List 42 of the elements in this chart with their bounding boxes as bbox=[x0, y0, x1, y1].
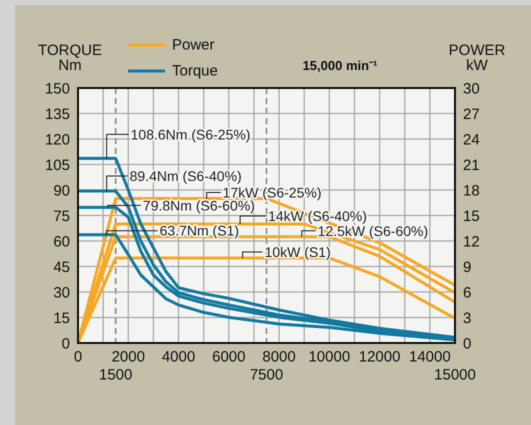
legend-label: Torque bbox=[172, 62, 218, 80]
y-tick-label: 45 bbox=[53, 258, 70, 276]
annotation: 63.7Nm (S1) bbox=[160, 222, 240, 239]
annotation: 108.6Nm (S6-25%) bbox=[130, 126, 250, 142]
y2-tick-label: 9 bbox=[463, 258, 472, 276]
y-tick-label: 90 bbox=[53, 182, 70, 200]
x-tick-label: 2000 bbox=[112, 348, 145, 366]
annotation: 89.4Nm (S6-40%) bbox=[130, 168, 242, 184]
y2-tick-label: 3 bbox=[463, 310, 472, 327]
y-tick-label: 0 bbox=[62, 335, 70, 352]
y-tick-label: 60 bbox=[53, 233, 70, 250]
x-tick-label: 8000 bbox=[262, 348, 296, 366]
x2-tick-label: 15000 bbox=[434, 366, 476, 384]
annotation: 10kW (S1) bbox=[264, 244, 331, 260]
y2-tick-label: 12 bbox=[463, 233, 480, 250]
y-tick-label: 30 bbox=[53, 284, 70, 302]
x-tick-label: 14000 bbox=[409, 348, 451, 366]
x-tick-label: 12000 bbox=[358, 348, 400, 366]
y2-tick-label: 24 bbox=[463, 131, 480, 148]
y-tick-label: 75 bbox=[53, 208, 70, 225]
y2-tick-label: 30 bbox=[463, 80, 480, 98]
x2-tick-label: 1500 bbox=[99, 366, 132, 384]
y2-tick-label: 21 bbox=[463, 156, 480, 174]
x-tick-label: 0 bbox=[74, 348, 82, 366]
y-tick-label: 135 bbox=[44, 106, 70, 123]
y2-tick-label: 6 bbox=[463, 284, 472, 302]
y-axis-title: TORQUE Nm bbox=[38, 42, 102, 74]
y2-tick-label: 27 bbox=[463, 106, 480, 123]
x-tick-label: 10000 bbox=[308, 348, 350, 366]
y-tick-label: 15 bbox=[53, 310, 70, 327]
y2-axis-title: POWER kW bbox=[448, 42, 506, 74]
y-tick-label: 120 bbox=[44, 131, 70, 148]
x-tick-label: 6000 bbox=[212, 348, 246, 366]
y2-tick-label: 18 bbox=[463, 182, 480, 200]
x-tick-label: 4000 bbox=[162, 348, 196, 366]
y-tick-label: 150 bbox=[44, 80, 70, 98]
legend-label: Power bbox=[172, 36, 215, 54]
y2-tick-label: 0 bbox=[463, 335, 472, 352]
chart-title: 15,000 min⁻¹ bbox=[302, 58, 378, 73]
x2-tick-label: 7500 bbox=[250, 366, 284, 384]
y-tick-label: 105 bbox=[44, 156, 70, 174]
y2-tick-label: 15 bbox=[463, 208, 480, 225]
